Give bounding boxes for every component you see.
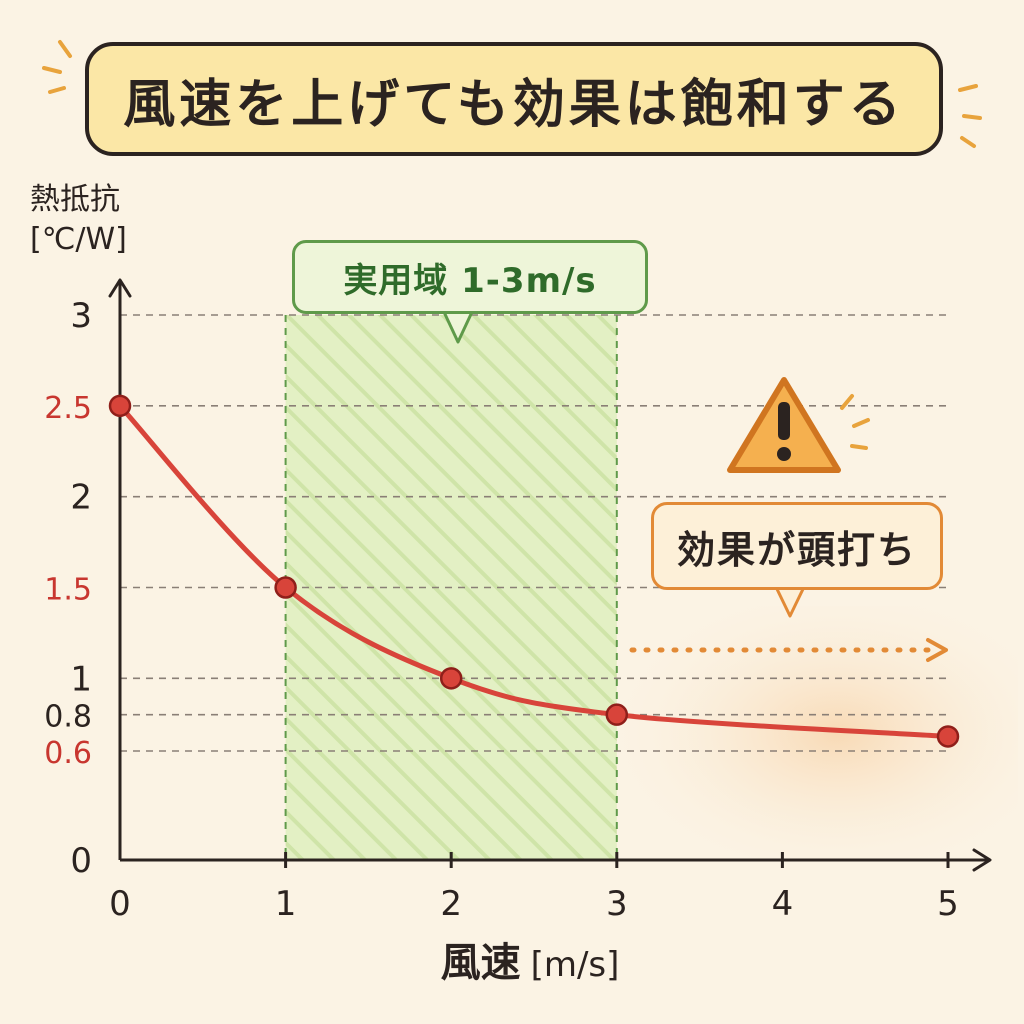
title-banner: 風速を上げても効果は飽和する [85, 42, 943, 156]
arrow-right-icon [926, 638, 948, 662]
x-tick-label-3: 3 [606, 884, 628, 924]
practical-range-pointer [442, 311, 474, 344]
y-tick-label-0: 0 [70, 841, 92, 881]
y-tick-label-2: 2 [70, 478, 92, 518]
x-tick-label-4: 4 [772, 884, 794, 924]
sparkle-icon [42, 66, 62, 74]
y-tick-label-0.6: 0.6 [44, 736, 92, 771]
warning-dot [777, 447, 791, 461]
x-tick-label-2: 2 [440, 884, 462, 924]
y-axis-label: 熱抵抗 [℃/W] [30, 180, 160, 260]
data-point-0 [108, 394, 132, 418]
warning-sparkle-icon [850, 444, 868, 450]
y-tick-label-2.5: 2.5 [44, 391, 92, 426]
y-tick-label-1: 1 [70, 659, 92, 699]
x-tick-label-1: 1 [275, 884, 297, 924]
x-axis-label-name: 風速 [440, 940, 521, 986]
sparkle-icon [960, 136, 976, 148]
sparkle-icon [48, 86, 66, 94]
y-axis-label-name: 熱抵抗 [30, 182, 120, 217]
data-point-3 [605, 703, 629, 726]
y-tick-label-0.8: 0.8 [44, 700, 92, 735]
warning-sparkle-icon [840, 394, 854, 410]
warning-bar [778, 402, 790, 440]
sparkle-icon [962, 114, 982, 120]
data-point-2 [439, 667, 463, 690]
warning-icon [727, 377, 841, 473]
x-axis-label-unit: [m/s] [530, 945, 620, 985]
chart-title: 風速を上げても効果は飽和する [123, 74, 905, 135]
data-point-1 [274, 576, 297, 599]
x-axis-label: 風速 [m/s] [380, 930, 680, 988]
saturation-label: 効果が頭打ち [651, 502, 943, 590]
sparkle-icon [58, 40, 72, 58]
saturation-pointer [774, 586, 806, 618]
practical-range-label: 実用域 1-3m/s [292, 240, 648, 314]
x-tick-label-5: 5 [937, 884, 959, 924]
y-tick-label-3: 3 [70, 296, 92, 336]
data-point-4 [936, 725, 960, 748]
y-tick-label-1.5: 1.5 [44, 573, 92, 608]
y-axis-label-unit: [℃/W] [30, 222, 127, 257]
y-axis-arrow-icon [108, 278, 132, 298]
sparkle-icon [958, 84, 978, 92]
x-axis-arrow-icon [972, 848, 992, 872]
x-tick-label-0: 0 [109, 884, 131, 924]
warning-sparkle-icon [852, 418, 870, 428]
